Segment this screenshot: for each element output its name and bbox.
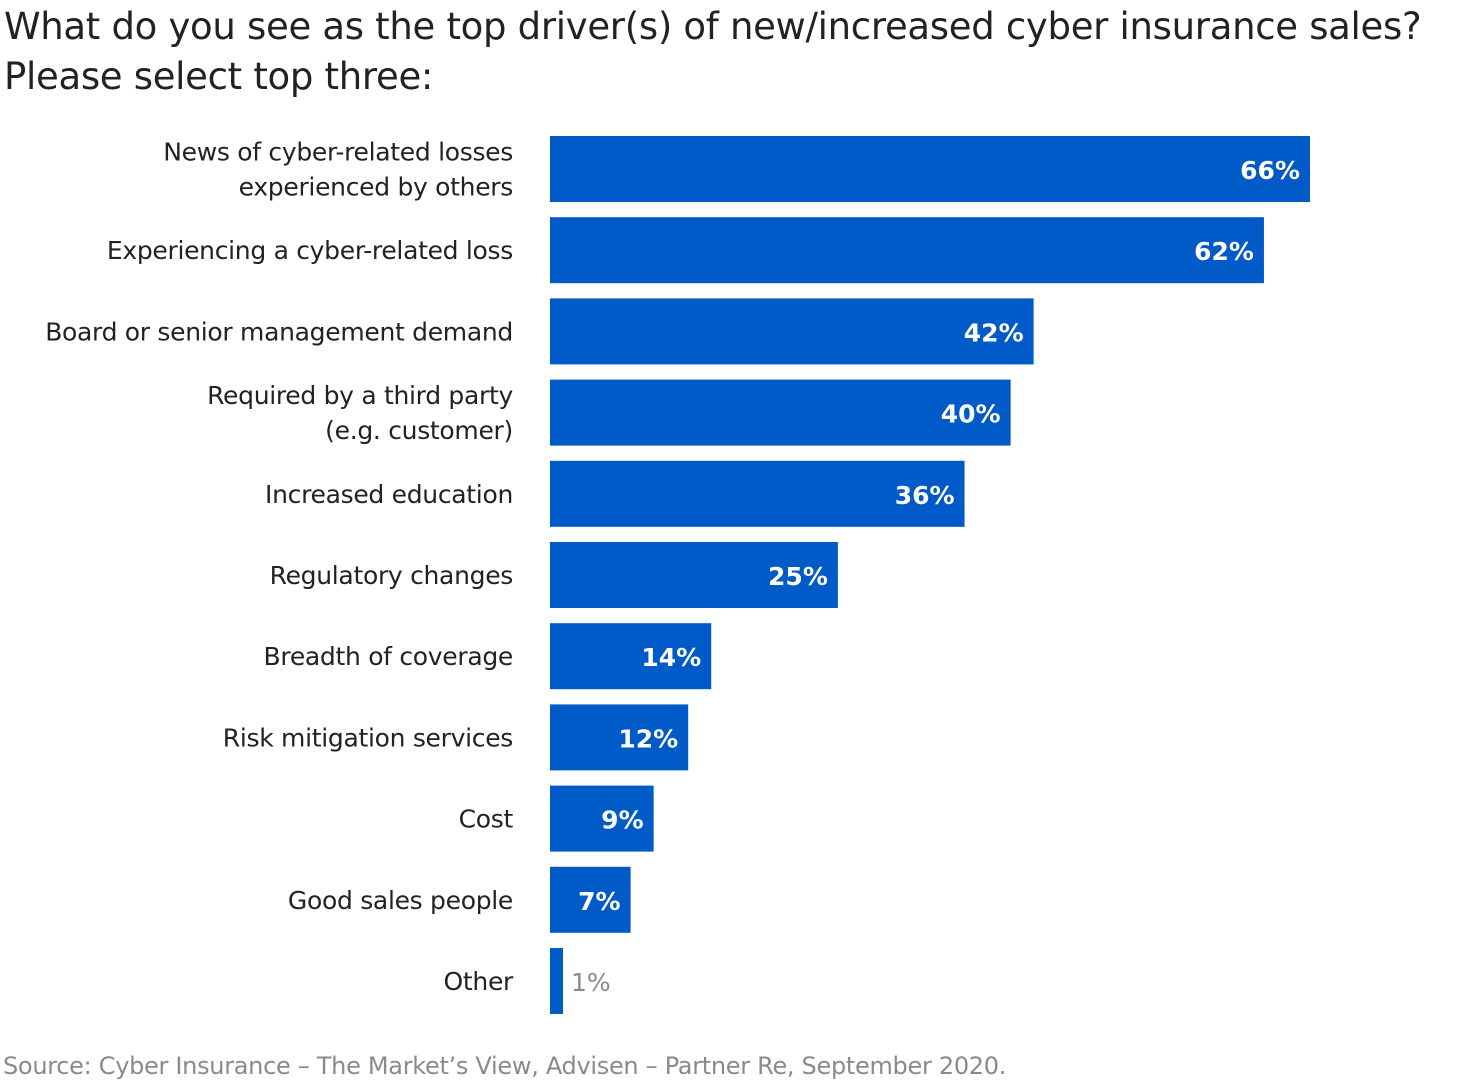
bar-group: Good sales people 7% xyxy=(288,866,631,933)
bar xyxy=(550,298,1034,365)
bar-group: Other 1% xyxy=(444,948,611,1014)
bar-chart: News of cyber-related losses experienced … xyxy=(45,136,1310,1014)
category-label: Other xyxy=(444,967,515,996)
bar-group: Board or senior management demand 42% xyxy=(45,298,1034,365)
data-label: 62% xyxy=(1194,237,1254,266)
bar xyxy=(550,379,1011,446)
source-note: Source: Cyber Insurance – The Market’s V… xyxy=(3,1052,1007,1080)
data-label: 42% xyxy=(964,318,1024,347)
data-label: 40% xyxy=(941,400,1001,429)
bar-group: News of cyber-related losses experienced … xyxy=(163,136,1310,202)
data-label: 7% xyxy=(578,887,620,916)
bar xyxy=(550,542,838,608)
bar-group: Regulatory changes 25% xyxy=(270,542,838,608)
bar xyxy=(550,217,1264,284)
category-label: experienced by others xyxy=(239,173,513,202)
bar xyxy=(550,136,1310,202)
category-label: Required by a third party xyxy=(207,381,513,410)
category-label: Experiencing a cyber-related loss xyxy=(107,236,513,265)
chart-title-line-1: What do you see as the top driver(s) of … xyxy=(4,5,1422,48)
data-label: 14% xyxy=(641,643,701,672)
category-label: Risk mitigation services xyxy=(223,723,513,752)
category-label: Breadth of coverage xyxy=(264,642,513,671)
bar-group: Increased education 36% xyxy=(265,460,965,527)
data-label: 12% xyxy=(618,724,678,753)
category-label: Good sales people xyxy=(288,886,513,915)
bar-group: Required by a third party (e.g. customer)… xyxy=(207,379,1011,446)
bar xyxy=(550,623,712,690)
bar-group: Breadth of coverage 14% xyxy=(264,623,712,690)
chart-title: What do you see as the top driver(s) of … xyxy=(4,2,1422,102)
category-label: Regulatory changes xyxy=(270,561,513,590)
data-label: 66% xyxy=(1240,156,1300,185)
bar xyxy=(550,948,563,1014)
category-label: Board or senior management demand xyxy=(45,317,513,346)
bar xyxy=(550,866,631,933)
bar-group: Experiencing a cyber-related loss 62% xyxy=(107,217,1264,284)
data-label: 25% xyxy=(768,562,828,591)
data-label: 36% xyxy=(895,481,955,510)
category-label: News of cyber-related losses xyxy=(163,138,513,167)
bar xyxy=(550,704,689,771)
category-label: Cost xyxy=(459,805,514,834)
bar xyxy=(550,785,654,852)
data-label: 9% xyxy=(601,806,643,835)
data-label: 1% xyxy=(571,968,611,997)
chart-title-line-2: Please select top three: xyxy=(4,55,434,98)
category-label: (e.g. customer) xyxy=(325,416,513,445)
bar-group: Risk mitigation services 12% xyxy=(223,704,689,771)
bar-group: Cost 9% xyxy=(459,785,654,852)
bar xyxy=(550,460,965,527)
category-label: Increased education xyxy=(265,480,513,509)
